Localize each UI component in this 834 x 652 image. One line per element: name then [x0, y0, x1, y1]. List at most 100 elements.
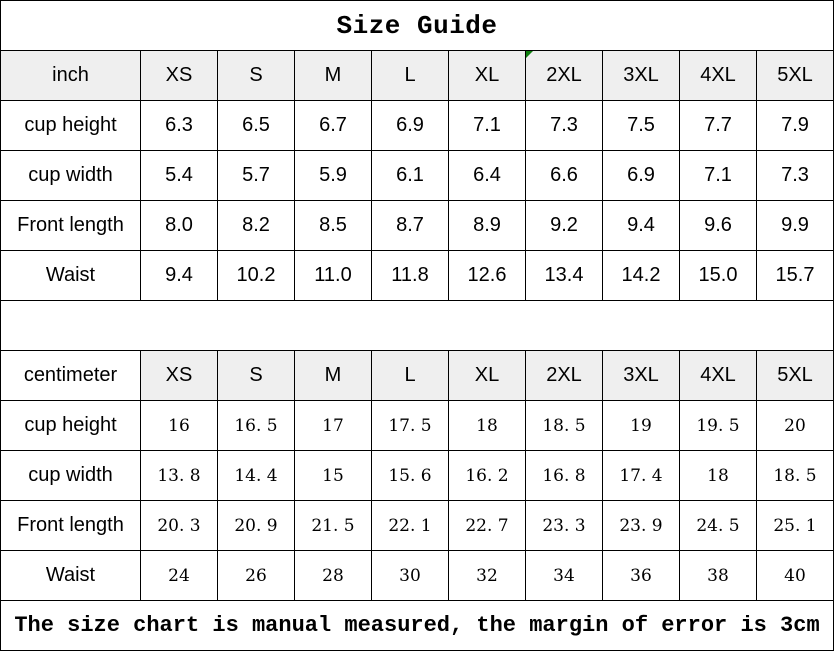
value-cell: 23. 9 — [602, 500, 680, 551]
value-cell: 23. 3 — [525, 500, 603, 551]
value-text: 30 — [399, 565, 421, 586]
value-cell: 9.6 — [679, 200, 757, 251]
row-label-cell: cup width — [0, 450, 141, 501]
header-row: centimeter XS S M L XL 2XL 3XL 4XL 5XL — [0, 350, 834, 401]
row-label-cell: cup height — [0, 400, 141, 451]
value-cell: 38 — [679, 550, 757, 601]
size-label: 2XL — [546, 64, 582, 86]
size-label: 3XL — [623, 364, 659, 386]
table-spacer — [0, 300, 834, 351]
value-text: 7.7 — [704, 114, 732, 136]
value-cell: 19 — [602, 400, 680, 451]
size-label: XS — [165, 64, 193, 86]
unit-label: inch — [52, 64, 89, 86]
value-cell: 8.5 — [294, 200, 372, 251]
table-row: Waist 9.4 10.2 11.0 11.8 12.6 13.4 14.2 15.0 15.7 — [0, 250, 834, 301]
row-label-cell: cup width — [0, 150, 141, 201]
value-cell: 40 — [756, 550, 834, 601]
value-cell: 16. 2 — [448, 450, 526, 501]
value-cell: 7.3 — [756, 150, 834, 201]
value-cell: 15.7 — [756, 250, 834, 301]
table-row: Waist 24 26 28 30 32 34 36 38 40 — [0, 550, 834, 601]
value-text: 8.0 — [165, 214, 193, 236]
unit-label: centimeter — [23, 364, 118, 386]
value-cell: 17 — [294, 400, 372, 451]
value-text: 7.3 — [781, 164, 809, 186]
value-cell: 16. 8 — [525, 450, 603, 501]
value-cell: 18 — [679, 450, 757, 501]
size-header-cell: L — [371, 350, 449, 401]
value-text: 22. 1 — [388, 515, 432, 536]
size-label: 3XL — [623, 64, 659, 86]
size-header-cell: XS — [140, 50, 218, 101]
value-cell: 6.9 — [371, 100, 449, 151]
value-cell: 11.8 — [371, 250, 449, 301]
row-label-text: Front length — [17, 514, 124, 536]
row-label-cell: Waist — [0, 250, 141, 301]
value-text: 7.9 — [781, 114, 809, 136]
value-cell: 14.2 — [602, 250, 680, 301]
row-label-cell: cup height — [0, 100, 141, 151]
value-text: 20. 3 — [157, 515, 201, 536]
value-cell: 21. 5 — [294, 500, 372, 551]
value-cell: 34 — [525, 550, 603, 601]
row-label-text: cup width — [28, 464, 113, 486]
value-cell: 9.9 — [756, 200, 834, 251]
row-label-cell: Waist — [0, 550, 141, 601]
value-text: 19 — [630, 415, 652, 436]
value-text: 11.8 — [391, 264, 429, 286]
table-row: cup width 5.4 5.7 5.9 6.1 6.4 6.6 6.9 7.1 7.3 — [0, 150, 834, 201]
size-header-cell: M — [294, 50, 372, 101]
row-label-cell: Front length — [0, 500, 141, 551]
value-text: 6.4 — [473, 164, 501, 186]
size-header-cell: 5XL — [756, 50, 834, 101]
value-text: 34 — [553, 565, 575, 586]
value-text: 14. 4 — [234, 465, 278, 486]
value-text: 22. 7 — [465, 515, 509, 536]
footer-note: The size chart is manual measured, the m… — [0, 600, 834, 651]
table-row: Front length 8.0 8.2 8.5 8.7 8.9 9.2 9.4 9.6 9.9 — [0, 200, 834, 251]
value-cell: 6.5 — [217, 100, 295, 151]
value-text: 18 — [476, 415, 498, 436]
size-label: 4XL — [700, 64, 736, 86]
row-label-text: Waist — [45, 264, 96, 286]
size-header-cell: XL — [448, 50, 526, 101]
size-label: 2XL — [546, 364, 582, 386]
value-text: 6.7 — [319, 114, 347, 136]
value-cell: 7.3 — [525, 100, 603, 151]
value-cell: 7.9 — [756, 100, 834, 151]
value-text: 20. 9 — [234, 515, 278, 536]
value-text: 15.7 — [775, 264, 815, 286]
value-text: 17 — [322, 415, 344, 436]
value-text: 32 — [476, 565, 498, 586]
row-label-text: cup width — [28, 164, 113, 186]
size-header-cell: 2XL — [525, 350, 603, 401]
value-text: 6.5 — [242, 114, 270, 136]
value-text: 5.7 — [242, 164, 270, 186]
row-label-text: Waist — [45, 564, 96, 586]
value-text: 17. 4 — [619, 465, 663, 486]
value-cell: 24 — [140, 550, 218, 601]
spacer-row — [0, 300, 834, 351]
value-text: 12.6 — [467, 264, 507, 286]
value-cell: 8.9 — [448, 200, 526, 251]
value-text: 40 — [784, 565, 806, 586]
value-cell: 30 — [371, 550, 449, 601]
value-cell: 15 — [294, 450, 372, 501]
value-cell: 24. 5 — [679, 500, 757, 551]
value-cell: 36 — [602, 550, 680, 601]
size-header-cell: 3XL — [602, 50, 680, 101]
size-label: L — [404, 364, 416, 386]
value-cell: 8.7 — [371, 200, 449, 251]
title-row: Size Guide — [0, 0, 834, 51]
value-text: 15. 6 — [388, 465, 432, 486]
value-cell: 9.2 — [525, 200, 603, 251]
value-cell: 5.7 — [217, 150, 295, 201]
header-row: inch XS S M L XL 2XL 3XL 4XL 5XL — [0, 50, 834, 101]
row-label-text: cup height — [24, 414, 117, 436]
value-cell: 6.9 — [602, 150, 680, 201]
value-text: 18. 5 — [542, 415, 586, 436]
value-cell: 12.6 — [448, 250, 526, 301]
